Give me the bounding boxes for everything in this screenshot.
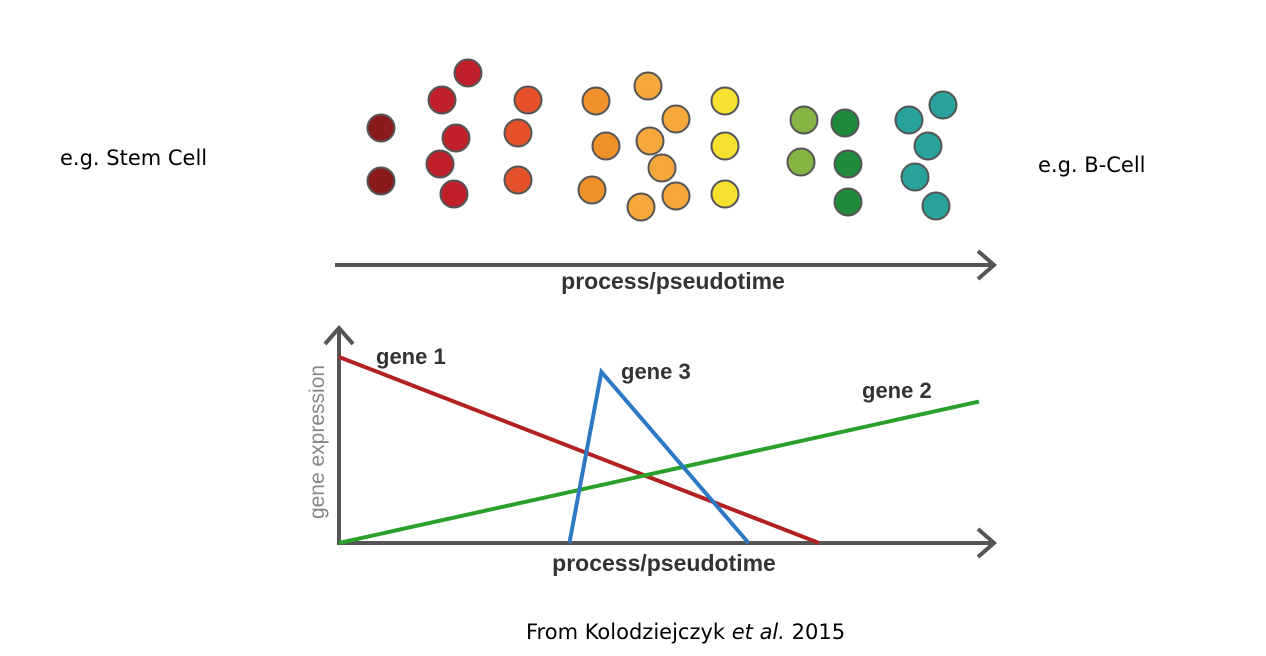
cell-cluster xyxy=(366,58,958,222)
citation-suffix: 2015 xyxy=(784,620,846,644)
series-line-gene-2 xyxy=(338,399,980,545)
x-axis-label: process/pseudotime xyxy=(552,550,776,576)
cell-teal xyxy=(928,90,958,120)
cell-teal xyxy=(900,162,930,192)
cell-yellow xyxy=(710,131,740,161)
cell-light-orange xyxy=(661,104,691,134)
cell-orange xyxy=(591,131,621,161)
series-line-gene-1 xyxy=(338,355,820,545)
cell-green xyxy=(833,149,863,179)
cell-teal xyxy=(913,131,943,161)
cell-red xyxy=(439,179,469,209)
cell-red-orange xyxy=(503,165,533,195)
gene-expression-chart: process/pseudotime gene expression gene … xyxy=(306,324,998,576)
cell-red xyxy=(441,123,471,153)
cell-light-green xyxy=(786,147,816,177)
cell-light-orange xyxy=(647,153,677,183)
cell-light-orange xyxy=(661,181,691,211)
stem-cell-label: e.g. Stem Cell xyxy=(60,146,208,170)
series-label-gene-2: gene 2 xyxy=(862,378,932,403)
b-cell-label: e.g. B-Cell xyxy=(1038,153,1146,177)
cell-teal xyxy=(921,191,951,221)
cell-red xyxy=(427,85,457,115)
series-label-gene-3: gene 3 xyxy=(621,359,691,384)
series-lines xyxy=(338,355,980,545)
cell-red-orange xyxy=(513,85,543,115)
cell-red-orange xyxy=(503,118,533,148)
cell-light-orange xyxy=(633,71,663,101)
cell-light-orange xyxy=(635,126,665,156)
citation-prefix: From Kolodziejczyk xyxy=(526,620,732,644)
cell-yellow xyxy=(710,179,740,209)
x-axis-arrowhead xyxy=(976,527,998,559)
cell-red xyxy=(453,58,483,88)
top-axis-label: process/pseudotime xyxy=(561,268,785,294)
cell-red xyxy=(425,149,455,179)
cell-yellow xyxy=(710,86,740,116)
series-line-gene-3 xyxy=(567,367,751,545)
cell-light-green xyxy=(789,105,819,135)
y-axis-label: gene expression xyxy=(306,365,329,519)
citation: From Kolodziejczyk et al. 2015 xyxy=(526,620,845,644)
cell-orange xyxy=(581,86,611,116)
y-axis-arrowhead xyxy=(323,324,355,346)
top-axis-arrowhead xyxy=(976,249,998,281)
cell-green xyxy=(830,108,860,138)
cell-dark-red xyxy=(366,166,396,196)
cell-dark-red xyxy=(366,113,396,143)
cell-teal xyxy=(894,105,924,135)
citation-italic: et al. xyxy=(731,620,785,644)
series-label-gene-1: gene 1 xyxy=(376,344,446,369)
cell-light-orange xyxy=(626,192,656,222)
cell-orange xyxy=(577,175,607,205)
cell-green xyxy=(833,187,863,217)
